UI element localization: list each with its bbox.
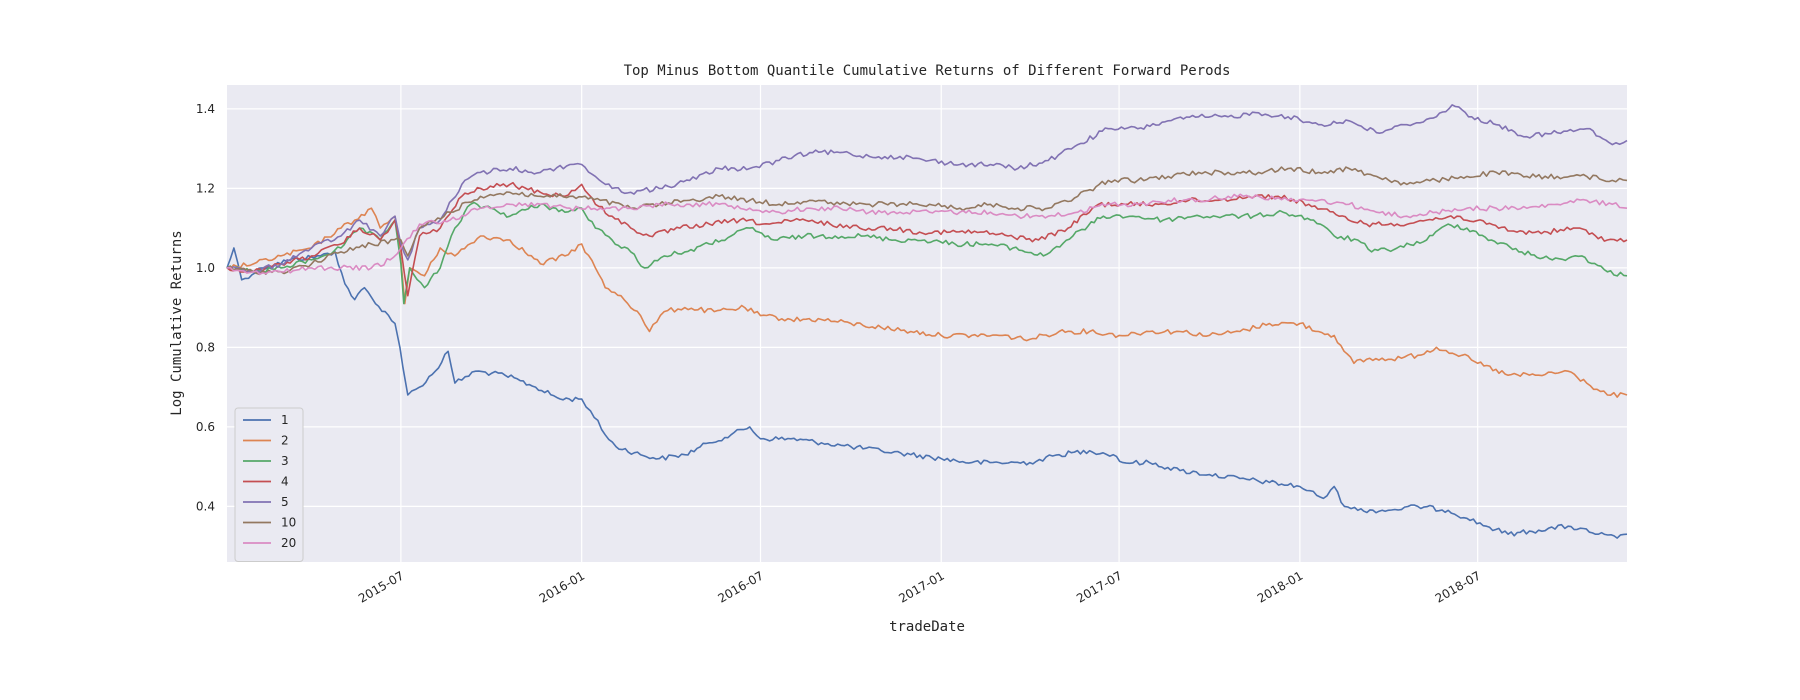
y-tick-label: 1.2 bbox=[196, 181, 215, 195]
x-axis-ticks: 2015-07 2016-01 2016-07 2017-01 2017-07 2018-… bbox=[356, 568, 1483, 605]
legend-label-2: 2 bbox=[281, 434, 289, 448]
series-line-5 bbox=[226, 104, 1628, 274]
series-line-20 bbox=[226, 193, 1628, 275]
y-axis-ticks: 0.4 0.6 0.8 1.0 1.2 1.4 bbox=[196, 102, 215, 513]
legend-label-5: 5 bbox=[281, 495, 289, 509]
x-tick-label: 2018-01 bbox=[1255, 568, 1305, 605]
plot-area bbox=[227, 85, 1627, 562]
y-tick-label: 0.6 bbox=[196, 420, 215, 434]
y-tick-label: 0.4 bbox=[196, 499, 215, 513]
legend-label-20: 20 bbox=[281, 536, 296, 550]
legend-label-10: 10 bbox=[281, 516, 296, 530]
chart-title: Top Minus Bottom Quantile Cumulative Ret… bbox=[624, 63, 1231, 79]
series-line-10 bbox=[226, 166, 1628, 276]
legend-label-4: 4 bbox=[281, 475, 289, 489]
x-axis-label: tradeDate bbox=[889, 619, 965, 635]
x-tick-label: 2016-07 bbox=[716, 568, 766, 605]
y-tick-label: 1.0 bbox=[196, 261, 215, 275]
legend-label-1: 1 bbox=[281, 413, 289, 427]
x-tick-label: 2016-01 bbox=[537, 568, 587, 605]
series-line-3 bbox=[226, 201, 1628, 305]
x-tick-label: 2017-07 bbox=[1074, 568, 1124, 605]
series-line-4 bbox=[226, 181, 1628, 297]
legend: 1 2 3 4 5 10 20 bbox=[234, 407, 304, 562]
x-tick-label: 2015-07 bbox=[356, 568, 406, 605]
grid-lines bbox=[227, 85, 1627, 562]
legend-label-3: 3 bbox=[281, 454, 289, 468]
y-tick-label: 0.8 bbox=[196, 340, 215, 354]
y-tick-label: 1.4 bbox=[196, 102, 215, 116]
series-line-2 bbox=[226, 207, 1628, 398]
x-tick-label: 2018-07 bbox=[1433, 568, 1483, 605]
series-line-1 bbox=[226, 247, 1628, 539]
series-lines bbox=[226, 104, 1628, 539]
x-tick-label: 2017-01 bbox=[896, 568, 946, 605]
y-axis-label: Log Cumulative Returns bbox=[169, 230, 185, 415]
